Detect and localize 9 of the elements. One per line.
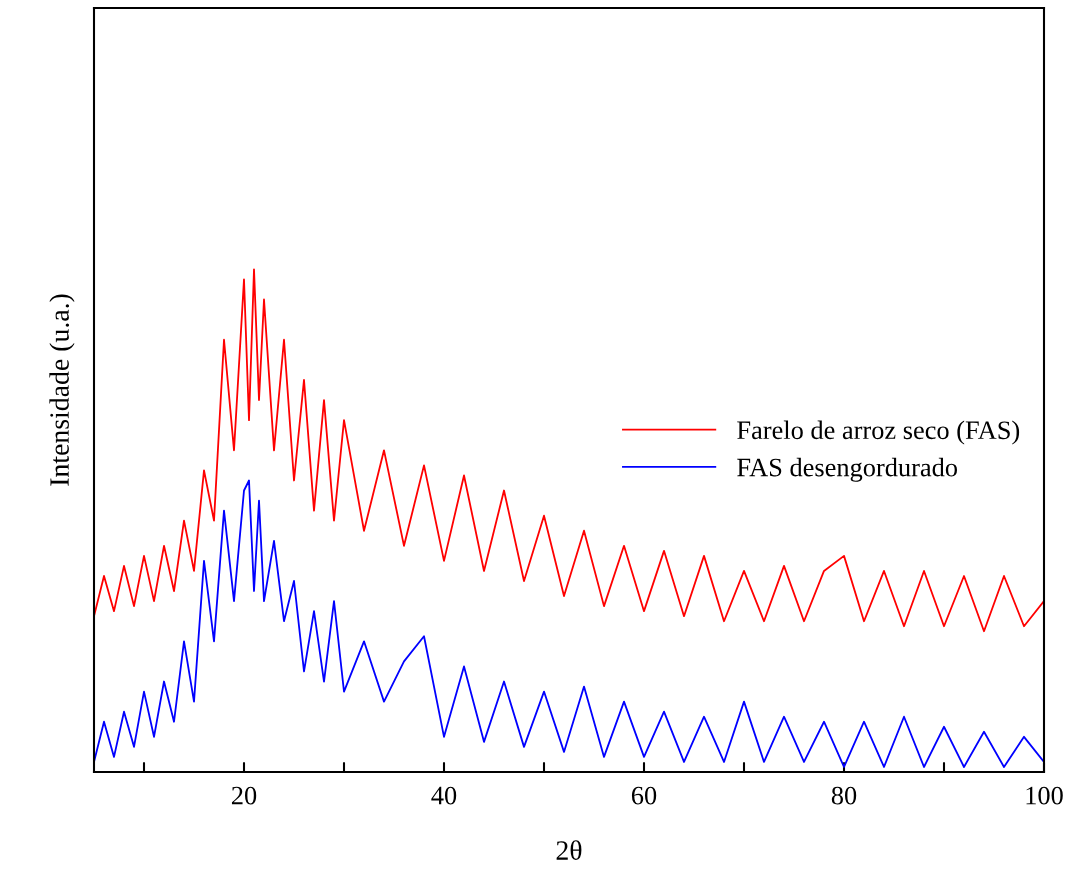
x-axis-title: 2θ: [556, 840, 582, 860]
x-tick-label: 40: [431, 786, 457, 805]
legend-label: FAS desengordurado: [737, 457, 958, 482]
x-tick-label: 60: [631, 786, 657, 805]
x-tick-label: 20: [231, 786, 257, 805]
x-tick-label: 100: [1026, 786, 1063, 805]
x-tick-label: 80: [831, 786, 857, 805]
legend-label: Farelo de arroz seco (FAS): [737, 420, 1020, 445]
y-axis-title: Intensidade (u.a.): [49, 294, 75, 486]
